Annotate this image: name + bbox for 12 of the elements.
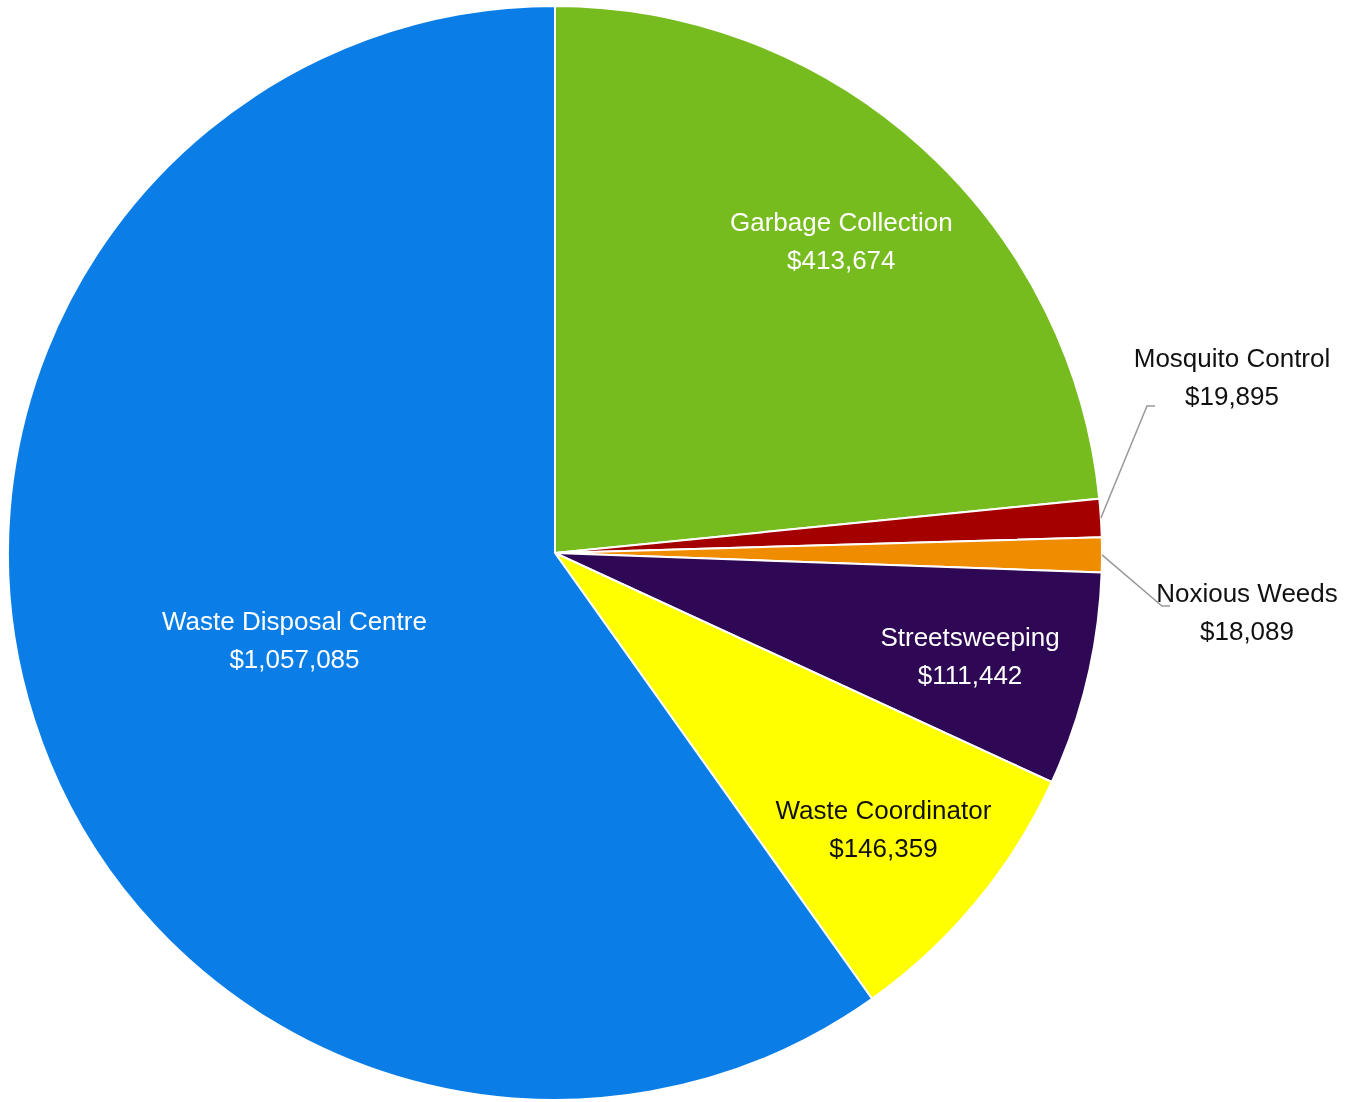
slice-label: Mosquito Control (1133, 343, 1331, 373)
slice-label: Streetsweeping (880, 621, 1060, 652)
slice-label: Waste Disposal Centre (162, 606, 427, 637)
slice-label: Garbage Collection (730, 206, 953, 237)
slice-label: Noxious Weeds (1156, 578, 1338, 608)
data-label: $413,674 (787, 244, 896, 275)
data-label: $146,359 (829, 833, 938, 864)
data-label: $19,895 (1185, 381, 1279, 411)
data-label: $1,057,085 (229, 644, 360, 675)
slice-label: Waste Coordinator (775, 795, 992, 826)
data-label: $111,442 (917, 659, 1023, 690)
data-label: $18,089 (1200, 616, 1294, 646)
